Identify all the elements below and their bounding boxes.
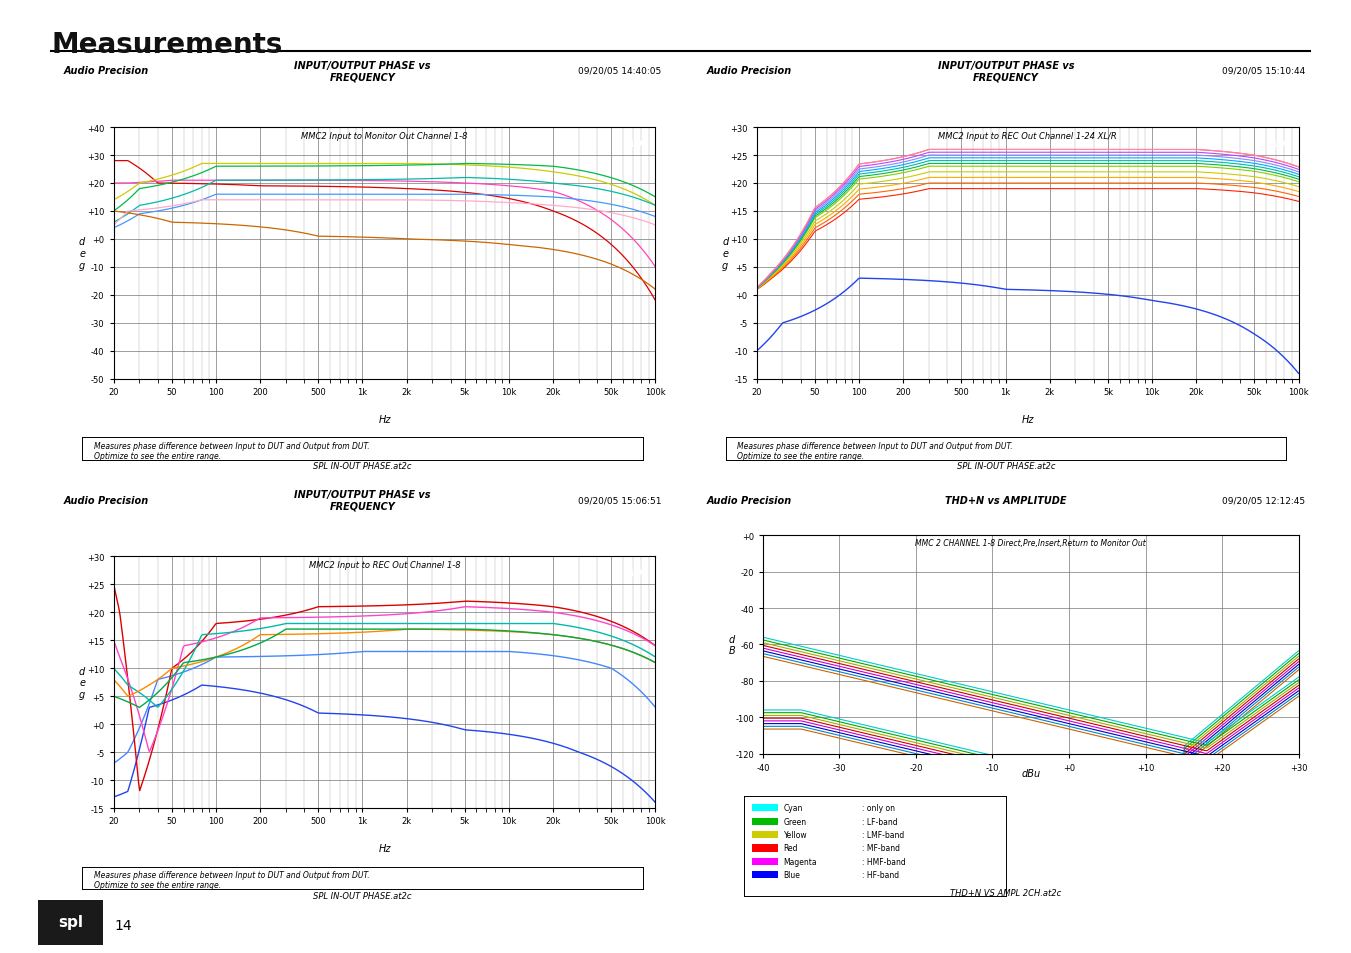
Text: 09/20/05 14:40:05: 09/20/05 14:40:05	[578, 67, 662, 76]
Bar	[753, 818, 778, 824]
Text: Measures phase difference between Input to DUT and Output from DUT.
Optimize to : Measures phase difference between Input …	[736, 441, 1012, 460]
Text: Green: Green	[784, 817, 807, 825]
Text: 100: 100	[208, 817, 224, 825]
Text: 20k: 20k	[1189, 388, 1204, 396]
Text: 10k: 10k	[501, 388, 516, 396]
Text: Ap: Ap	[1267, 542, 1286, 556]
Bar	[753, 871, 778, 879]
Text: Audio Precision: Audio Precision	[707, 67, 792, 76]
Text: 5k: 5k	[1102, 388, 1113, 396]
Text: 2k: 2k	[401, 388, 412, 396]
Text: 100: 100	[851, 388, 867, 396]
Text: : MF-band: : MF-band	[862, 843, 900, 853]
Text: Audio Precision: Audio Precision	[707, 496, 792, 505]
Text: MMC2 Input to REC Out Channel 1-24 XL/R: MMC2 Input to REC Out Channel 1-24 XL/R	[938, 132, 1117, 141]
Text: 20: 20	[751, 388, 762, 396]
Text: : HF-band: : HF-band	[862, 870, 898, 880]
Text: Hz: Hz	[378, 415, 390, 424]
Text: 2k: 2k	[401, 817, 412, 825]
Text: d
e
g: d e g	[80, 237, 85, 271]
Text: 20: 20	[108, 817, 119, 825]
Text: 100: 100	[208, 388, 224, 396]
Text: 100k: 100k	[1289, 388, 1309, 396]
Text: THD+N VS AMPL 2CH.at2c: THD+N VS AMPL 2CH.at2c	[950, 887, 1062, 897]
Text: 5k: 5k	[459, 388, 470, 396]
Text: INPUT/OUTPUT PHASE vs
FREQUENCY: INPUT/OUTPUT PHASE vs FREQUENCY	[295, 60, 431, 82]
Text: MMC2 Input to REC Out Channel 1-8: MMC2 Input to REC Out Channel 1-8	[309, 560, 461, 570]
Text: Magenta: Magenta	[784, 857, 817, 866]
Text: Cyan: Cyan	[784, 803, 802, 812]
Text: 1k: 1k	[358, 817, 367, 825]
Text: Ap: Ap	[624, 565, 643, 578]
Text: Blue: Blue	[784, 870, 800, 880]
Text: 2k: 2k	[1044, 388, 1055, 396]
Bar	[753, 844, 778, 852]
Bar	[753, 831, 778, 839]
Text: Audio Precision: Audio Precision	[63, 496, 149, 505]
Text: 50: 50	[166, 388, 177, 396]
Text: Hz: Hz	[378, 843, 390, 853]
Text: 09/20/05 15:06:51: 09/20/05 15:06:51	[578, 496, 662, 505]
Text: 500: 500	[311, 817, 327, 825]
Text: : LF-band: : LF-band	[862, 817, 897, 825]
Text: 200: 200	[253, 817, 267, 825]
Text: 500: 500	[954, 388, 970, 396]
Text: : HMF-band: : HMF-band	[862, 857, 905, 866]
Text: Hz: Hz	[1021, 415, 1034, 424]
Text: d
e
g: d e g	[80, 666, 85, 700]
Text: 1k: 1k	[358, 388, 367, 396]
Text: 100k: 100k	[646, 817, 666, 825]
Text: 20: 20	[108, 388, 119, 396]
Text: Measures phase difference between Input to DUT and Output from DUT.
Optimize to : Measures phase difference between Input …	[93, 870, 369, 889]
Text: Measurements: Measurements	[51, 30, 282, 58]
Text: Ap: Ap	[624, 136, 643, 150]
Text: 50k: 50k	[604, 817, 619, 825]
Text: 5k: 5k	[459, 817, 470, 825]
Text: 50: 50	[166, 817, 177, 825]
Text: 20k: 20k	[546, 817, 561, 825]
Text: : LMF-band: : LMF-band	[862, 830, 904, 840]
Text: spl: spl	[58, 914, 82, 929]
Text: : only on: : only on	[862, 803, 894, 812]
Text: 1k: 1k	[1001, 388, 1011, 396]
Text: 20k: 20k	[546, 388, 561, 396]
Text: 50: 50	[809, 388, 820, 396]
Text: MMC 2 CHANNEL 1-8 Direct,Pre,Insert,Return to Monitor Out: MMC 2 CHANNEL 1-8 Direct,Pre,Insert,Retu…	[916, 537, 1146, 547]
Text: SPL IN-OUT PHASE.at2c: SPL IN-OUT PHASE.at2c	[957, 462, 1055, 471]
Text: 50k: 50k	[604, 388, 619, 396]
Text: Audio Precision: Audio Precision	[63, 67, 149, 76]
Text: INPUT/OUTPUT PHASE vs
FREQUENCY: INPUT/OUTPUT PHASE vs FREQUENCY	[938, 60, 1074, 82]
Text: 200: 200	[896, 388, 911, 396]
Text: dBu: dBu	[1021, 768, 1040, 778]
Text: d
e
g: d e g	[723, 237, 728, 271]
Text: 500: 500	[311, 388, 327, 396]
Text: 09/20/05 15:10:44: 09/20/05 15:10:44	[1221, 67, 1305, 76]
Text: d
B: d B	[728, 634, 735, 656]
Text: SPL IN-OUT PHASE.at2c: SPL IN-OUT PHASE.at2c	[313, 462, 412, 471]
Text: INPUT/OUTPUT PHASE vs
FREQUENCY: INPUT/OUTPUT PHASE vs FREQUENCY	[295, 489, 431, 511]
Text: Red: Red	[784, 843, 798, 853]
Text: Measures phase difference between Input to DUT and Output from DUT.
Optimize to : Measures phase difference between Input …	[93, 441, 369, 460]
Bar	[753, 858, 778, 865]
Text: Ap: Ap	[1267, 136, 1286, 150]
Text: 10k: 10k	[1144, 388, 1159, 396]
Text: 50k: 50k	[1247, 388, 1262, 396]
Text: 10k: 10k	[501, 817, 516, 825]
Text: 09/20/05 12:12:45: 09/20/05 12:12:45	[1221, 496, 1305, 505]
Text: MMC2 Input to Monitor Out Channel 1-8: MMC2 Input to Monitor Out Channel 1-8	[301, 132, 467, 141]
Text: SPL IN-OUT PHASE.at2c: SPL IN-OUT PHASE.at2c	[313, 891, 412, 900]
Bar	[753, 804, 778, 811]
Text: THD+N vs AMPLITUDE: THD+N vs AMPLITUDE	[946, 496, 1066, 505]
Text: 14: 14	[115, 918, 132, 932]
Text: Yellow: Yellow	[784, 830, 807, 840]
Text: 200: 200	[253, 388, 267, 396]
Text: 100k: 100k	[646, 388, 666, 396]
